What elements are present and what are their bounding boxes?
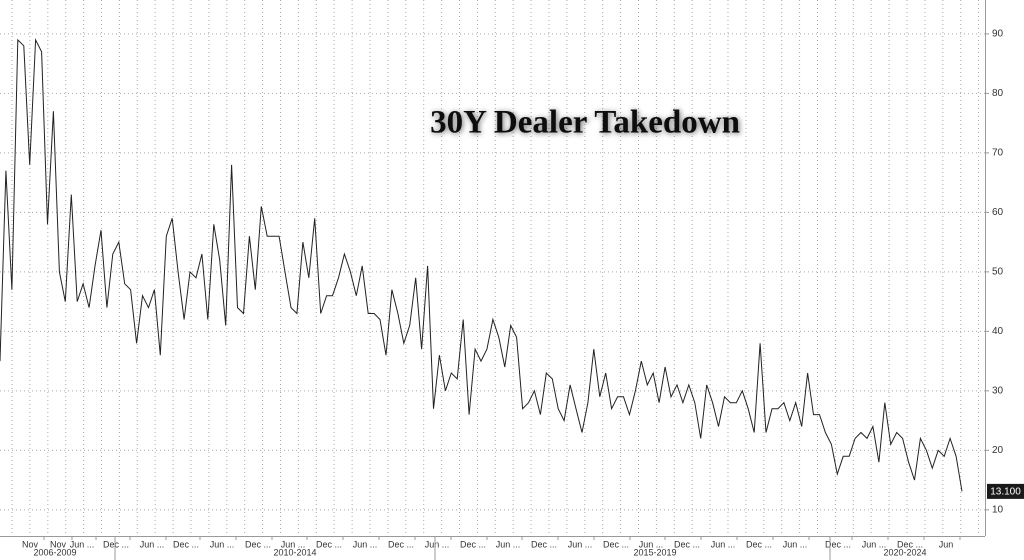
y-tick-label: 30: [992, 385, 1004, 396]
x-tick-label: Dec ...: [103, 539, 129, 549]
x-tick-label: Dec ...: [825, 539, 851, 549]
x-tick-label: Dec ...: [746, 539, 772, 549]
y-tick-label: 50: [992, 267, 1004, 278]
series-line: [0, 37, 963, 492]
x-tick-label: Nov: [50, 539, 67, 549]
x-tick-label: Dec ...: [388, 539, 414, 549]
x-group-label: 2006-2009: [33, 547, 76, 557]
y-tick-label: 40: [992, 326, 1004, 337]
x-tick-label: Dec ...: [245, 539, 271, 549]
chart-title: 30Y Dealer Takedown: [430, 105, 740, 141]
x-tick-label: Dec ...: [897, 539, 923, 549]
y-tick-label: 20: [992, 445, 1004, 456]
x-tick-label: Jun ...: [353, 539, 378, 549]
last-value-badge: [987, 483, 1024, 499]
x-tick-label: Jun ...: [711, 539, 736, 549]
x-tick-label: Jun ...: [140, 539, 165, 549]
x-tick-label: Jun: [939, 539, 954, 549]
x-tick-label: Nov: [22, 539, 39, 549]
x-tick-label: Dec ...: [173, 539, 199, 549]
y-tick-label: 70: [992, 148, 1004, 159]
x-tick-label: Jun ...: [568, 539, 593, 549]
x-tick-label: Jun ...: [210, 539, 235, 549]
x-tick-label: Dec ...: [603, 539, 629, 549]
x-tick-label: Jun ...: [639, 539, 664, 549]
y-tick-label: 10: [992, 504, 1004, 515]
y-tick-label: 60: [992, 207, 1004, 218]
x-group-label: 2015-2019: [633, 547, 676, 557]
x-tick-label: Jun ...: [862, 539, 887, 549]
y-tick-label: 90: [992, 29, 1004, 40]
x-tick-label: Dec ...: [460, 539, 486, 549]
x-tick-label: Jun ...: [496, 539, 521, 549]
x-tick-label: Jun ...: [783, 539, 808, 549]
x-tick-label: Dec ...: [316, 539, 342, 549]
last-value-label: 13.100: [990, 487, 1021, 498]
x-group-label: 2010-2014: [273, 547, 316, 557]
x-tick-label: Jun ...: [281, 539, 306, 549]
x-tick-label: Dec ...: [531, 539, 557, 549]
x-tick-label: Jun ...: [70, 539, 95, 549]
x-tick-label: Dec ...: [674, 539, 700, 549]
plot-area: [0, 0, 985, 536]
y-tick-label: 80: [992, 88, 1004, 99]
x-group-label: 2020-2024: [883, 547, 926, 557]
x-tick-label: Jun ...: [425, 539, 450, 549]
